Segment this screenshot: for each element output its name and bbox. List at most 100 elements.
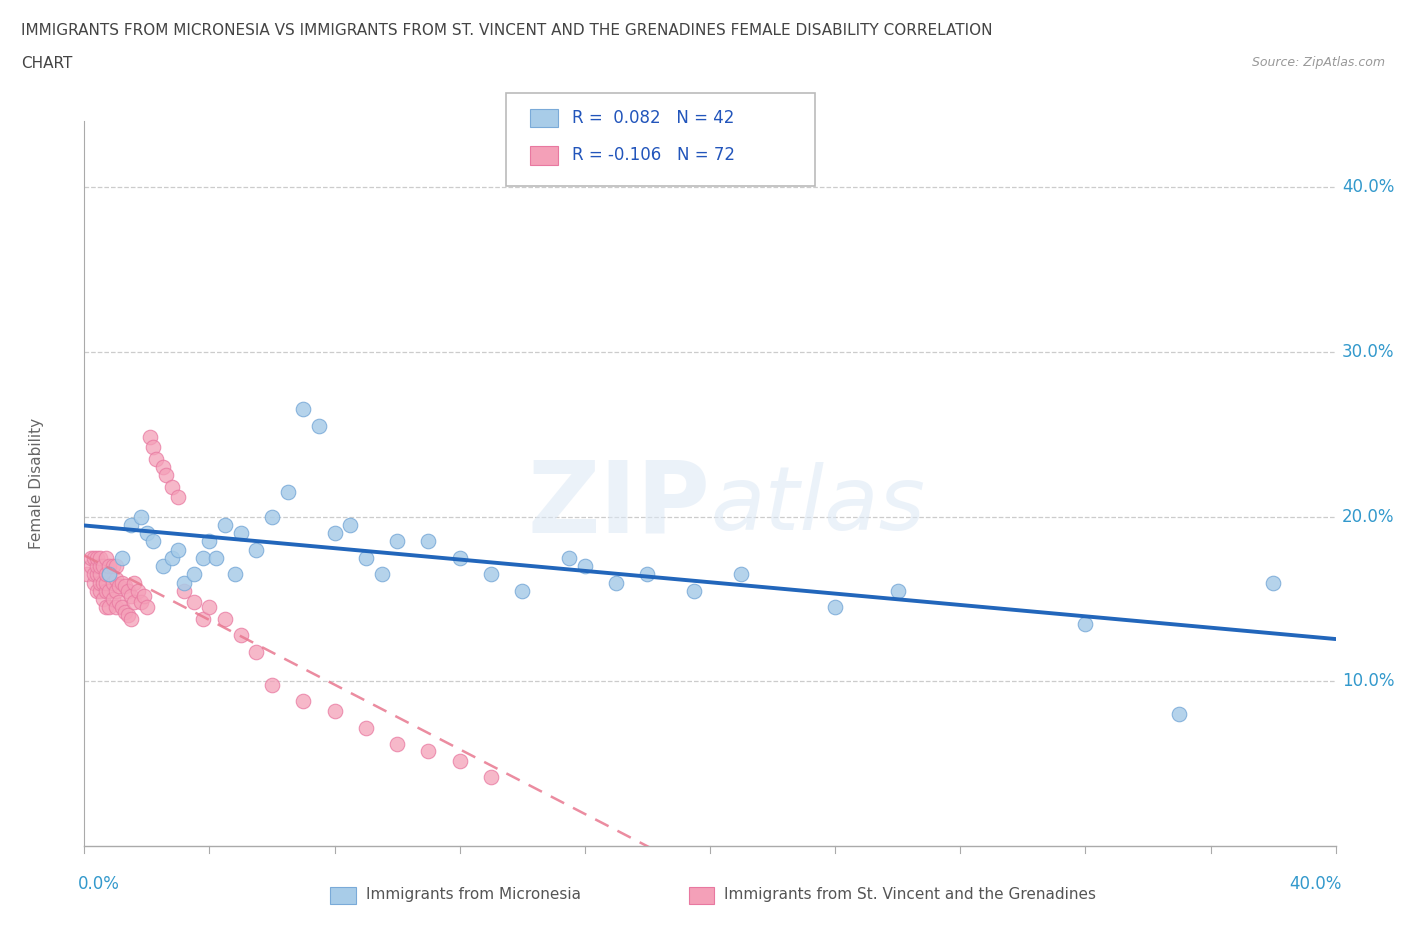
Immigrants from Micronesia bbox=[479, 566, 502, 582]
Immigrants from St. Vincent and the Grenadines bbox=[91, 575, 114, 590]
Immigrants from St. Vincent and the Grenadines bbox=[83, 551, 105, 565]
Text: CHART: CHART bbox=[21, 56, 73, 71]
Immigrants from St. Vincent and the Grenadines bbox=[104, 600, 127, 615]
Immigrants from St. Vincent and the Grenadines bbox=[76, 566, 98, 582]
Immigrants from Micronesia bbox=[160, 551, 183, 565]
Immigrants from Micronesia bbox=[574, 559, 596, 574]
Immigrants from Micronesia bbox=[730, 566, 752, 582]
Immigrants from Micronesia bbox=[183, 566, 205, 582]
Immigrants from St. Vincent and the Grenadines bbox=[89, 566, 111, 582]
Text: 40.0%: 40.0% bbox=[1289, 875, 1341, 894]
Immigrants from Micronesia bbox=[262, 509, 284, 524]
Immigrants from St. Vincent and the Grenadines bbox=[107, 595, 129, 610]
Immigrants from Micronesia bbox=[136, 525, 159, 540]
Immigrants from Micronesia bbox=[292, 402, 315, 417]
Immigrants from Micronesia bbox=[152, 559, 174, 574]
Immigrants from Micronesia bbox=[245, 542, 267, 557]
Text: 10.0%: 10.0% bbox=[1341, 672, 1395, 690]
Immigrants from St. Vincent and the Grenadines bbox=[129, 595, 152, 610]
Immigrants from St. Vincent and the Grenadines bbox=[139, 430, 162, 445]
Immigrants from St. Vincent and the Grenadines bbox=[98, 600, 121, 615]
Immigrants from St. Vincent and the Grenadines bbox=[114, 604, 136, 619]
Immigrants from St. Vincent and the Grenadines bbox=[89, 559, 111, 574]
Immigrants from St. Vincent and the Grenadines bbox=[86, 551, 108, 565]
Immigrants from St. Vincent and the Grenadines bbox=[198, 600, 221, 615]
Text: 0.0%: 0.0% bbox=[79, 875, 120, 894]
Text: Immigrants from St. Vincent and the Grenadines: Immigrants from St. Vincent and the Gren… bbox=[724, 887, 1097, 902]
Text: IMMIGRANTS FROM MICRONESIA VS IMMIGRANTS FROM ST. VINCENT AND THE GRENADINES FEM: IMMIGRANTS FROM MICRONESIA VS IMMIGRANTS… bbox=[21, 23, 993, 38]
Text: ZIP: ZIP bbox=[527, 457, 710, 554]
Immigrants from St. Vincent and the Grenadines bbox=[160, 480, 183, 495]
Immigrants from Micronesia bbox=[204, 551, 226, 565]
Immigrants from St. Vincent and the Grenadines bbox=[385, 737, 409, 751]
Immigrants from St. Vincent and the Grenadines bbox=[262, 677, 284, 692]
Immigrants from St. Vincent and the Grenadines bbox=[96, 583, 118, 598]
Immigrants from St. Vincent and the Grenadines bbox=[479, 770, 502, 785]
Immigrants from Micronesia bbox=[120, 517, 142, 532]
Immigrants from St. Vincent and the Grenadines bbox=[152, 459, 174, 474]
Immigrants from Micronesia bbox=[173, 575, 195, 590]
Immigrants from St. Vincent and the Grenadines bbox=[354, 720, 377, 735]
Text: R =  0.082   N = 42: R = 0.082 N = 42 bbox=[572, 109, 734, 127]
Immigrants from St. Vincent and the Grenadines bbox=[449, 753, 471, 768]
Immigrants from St. Vincent and the Grenadines bbox=[117, 608, 139, 623]
Immigrants from St. Vincent and the Grenadines bbox=[89, 551, 111, 565]
Immigrants from Micronesia bbox=[1263, 575, 1285, 590]
Immigrants from St. Vincent and the Grenadines bbox=[145, 451, 167, 466]
Immigrants from St. Vincent and the Grenadines bbox=[96, 600, 118, 615]
Immigrants from Micronesia bbox=[308, 418, 330, 433]
Immigrants from St. Vincent and the Grenadines bbox=[117, 583, 139, 598]
Immigrants from Micronesia bbox=[214, 517, 236, 532]
Immigrants from St. Vincent and the Grenadines bbox=[86, 566, 108, 582]
Immigrants from St. Vincent and the Grenadines bbox=[101, 591, 124, 606]
Immigrants from Micronesia bbox=[224, 566, 246, 582]
Immigrants from St. Vincent and the Grenadines bbox=[111, 600, 134, 615]
Immigrants from St. Vincent and the Grenadines bbox=[96, 551, 118, 565]
Immigrants from St. Vincent and the Grenadines bbox=[111, 575, 134, 590]
Immigrants from Micronesia bbox=[277, 485, 299, 499]
Immigrants from Micronesia bbox=[323, 525, 346, 540]
Immigrants from Micronesia bbox=[142, 534, 165, 549]
Immigrants from St. Vincent and the Grenadines bbox=[183, 595, 205, 610]
Immigrants from Micronesia bbox=[229, 525, 252, 540]
Immigrants from St. Vincent and the Grenadines bbox=[96, 575, 118, 590]
Immigrants from St. Vincent and the Grenadines bbox=[79, 551, 101, 565]
Immigrants from Micronesia bbox=[339, 517, 361, 532]
Immigrants from Micronesia bbox=[887, 583, 910, 598]
Immigrants from Micronesia bbox=[111, 551, 134, 565]
Immigrants from Micronesia bbox=[193, 551, 215, 565]
Immigrants from St. Vincent and the Grenadines bbox=[91, 591, 114, 606]
Immigrants from St. Vincent and the Grenadines bbox=[83, 566, 105, 582]
Immigrants from St. Vincent and the Grenadines bbox=[167, 489, 190, 504]
Immigrants from St. Vincent and the Grenadines bbox=[120, 611, 142, 626]
Immigrants from St. Vincent and the Grenadines bbox=[107, 578, 129, 593]
Immigrants from St. Vincent and the Grenadines bbox=[323, 704, 346, 719]
Text: 30.0%: 30.0% bbox=[1341, 343, 1395, 361]
Immigrants from Micronesia bbox=[198, 534, 221, 549]
Immigrants from Micronesia bbox=[129, 509, 152, 524]
Immigrants from Micronesia bbox=[824, 600, 846, 615]
Immigrants from St. Vincent and the Grenadines bbox=[86, 559, 108, 574]
Immigrants from St. Vincent and the Grenadines bbox=[79, 559, 101, 574]
Immigrants from St. Vincent and the Grenadines bbox=[142, 440, 165, 455]
Immigrants from St. Vincent and the Grenadines bbox=[98, 583, 121, 598]
Immigrants from St. Vincent and the Grenadines bbox=[124, 595, 146, 610]
Text: Source: ZipAtlas.com: Source: ZipAtlas.com bbox=[1251, 56, 1385, 69]
Immigrants from St. Vincent and the Grenadines bbox=[96, 566, 118, 582]
Immigrants from Micronesia bbox=[98, 566, 121, 582]
Immigrants from Micronesia bbox=[558, 551, 581, 565]
Immigrants from St. Vincent and the Grenadines bbox=[292, 694, 315, 709]
Immigrants from St. Vincent and the Grenadines bbox=[98, 559, 121, 574]
Text: 20.0%: 20.0% bbox=[1341, 508, 1395, 525]
Immigrants from Micronesia bbox=[418, 534, 440, 549]
Immigrants from Micronesia bbox=[605, 575, 627, 590]
Immigrants from St. Vincent and the Grenadines bbox=[89, 575, 111, 590]
Immigrants from Micronesia bbox=[512, 583, 534, 598]
Text: atlas: atlas bbox=[710, 462, 925, 549]
Text: Female Disability: Female Disability bbox=[30, 418, 45, 549]
Immigrants from St. Vincent and the Grenadines bbox=[104, 572, 127, 587]
Immigrants from St. Vincent and the Grenadines bbox=[124, 575, 146, 590]
Immigrants from St. Vincent and the Grenadines bbox=[229, 628, 252, 643]
Immigrants from St. Vincent and the Grenadines bbox=[86, 583, 108, 598]
Immigrants from Micronesia bbox=[1168, 707, 1191, 722]
